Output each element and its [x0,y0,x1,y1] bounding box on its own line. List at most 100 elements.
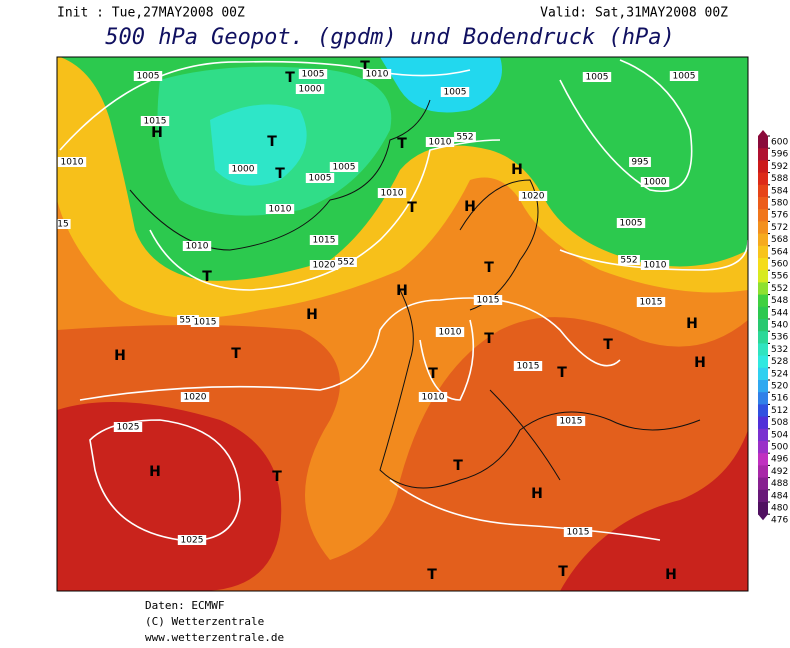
label-box [177,535,207,545]
legend-tick-label: 508 [771,418,788,428]
isobar-label: 1000 [644,178,667,188]
legend-swatch [758,465,768,479]
legend-tick-label: 564 [771,247,788,257]
pressure-center: T [484,331,494,347]
label-box [113,422,143,432]
isobar-label: 1010 [269,205,292,215]
legend-swatch [758,392,768,405]
warm-core [560,430,748,591]
legend-swatch [758,343,768,357]
legend-swatch [758,197,768,210]
legend-tick-label: 476 [771,516,788,526]
cold-core [380,57,502,113]
map: 1005 T T 1005 1010 1005 1005 1005 1000 1015 H T T 101… [57,57,748,591]
label-box [518,191,548,201]
isobar-label: 1005 [302,70,325,80]
label-box [616,218,646,228]
pressure-center: H [686,316,698,332]
legend-tick-label: 532 [771,345,788,355]
legend-swatch [758,233,768,247]
legend-arrow [758,130,768,136]
isobar-label: 1015 [560,417,583,427]
pressure-center: T [558,564,568,580]
isobar-label: 1010 [366,70,389,80]
label-box [640,260,670,270]
pressure-center: H [694,355,706,371]
isobar-label: 1015 [640,298,663,308]
legend-tick-label: 556 [771,272,788,282]
isobar-label: 1015 [144,117,167,127]
isobar-label: 1020 [184,393,207,403]
isobar-label: 1010 [422,393,445,403]
pressure-center: T [275,166,285,182]
source: Daten: ECMWF [145,599,224,612]
legend-tick-label: 480 [771,504,788,514]
label-box [418,392,448,402]
isobar-label: 552 [620,256,637,266]
label-box [636,297,666,307]
label-box [669,71,699,81]
legend-tick-label: 588 [771,174,788,184]
label-box [180,392,210,402]
label-box [182,241,212,251]
pressure-center: T [557,365,567,381]
label-box [57,157,87,167]
legend-tick-label: 568 [771,235,788,245]
label-box [265,204,295,214]
legend-tick-label: 580 [771,199,788,209]
copyright: (C) Wetterzentrale [145,615,264,628]
warm-core [57,402,282,591]
legend-swatch [758,245,768,259]
label-box [190,317,220,327]
pressure-center: T [272,469,282,485]
isobar-label: 1005 [586,73,609,83]
pressure-center: H [306,307,318,323]
isobar-label: 1020 [313,261,336,271]
legend-swatch [758,172,768,186]
legend-swatch [758,221,768,235]
legend-tick-label: 500 [771,443,788,453]
legend-arrow [758,514,768,521]
map-labels: 1005 T T 1005 1010 1005 1005 1005 1000 1015 H T T 101… [57,59,706,583]
legend-swatch [758,416,768,430]
legend-tick-label: 572 [771,223,788,233]
pressure-center: H [531,486,543,502]
legend-tick-label: 492 [771,467,788,477]
isobar-label: 1005 [333,163,356,173]
isobar-label: 1010 [439,328,462,338]
isobar-label: 1010 [644,261,667,271]
pressure-center: H [149,464,161,480]
isobar-label: 1005 [137,72,160,82]
label-box [440,87,470,97]
url: www.wetterzentrale.de [145,631,284,644]
pressure-center: H [464,199,476,215]
isobar-label: 551 [179,316,196,326]
legend-tick-label: 512 [771,406,788,416]
isobar-label: 1020 [522,192,545,202]
isobar-label: 1015 [567,528,590,538]
label-box [435,327,465,337]
legend-swatch [758,380,768,393]
isobar-label: 15 [57,220,68,230]
legend-swatch [758,489,768,503]
legend-tick-label: 600 [771,138,788,148]
legend-swatch [758,184,768,198]
isobar-label: 1000 [232,165,255,175]
label-box [309,235,339,245]
label-box [582,72,612,82]
legend-tick-label: 596 [771,150,788,160]
isobar-label: 1005 [673,72,696,82]
pressure-center: T [231,346,241,362]
label-box [425,137,455,147]
legend-tick-label: 520 [771,382,788,392]
label-box [329,162,359,172]
label-box [335,257,357,267]
isobar-label: 552 [337,258,354,268]
isobars [59,59,748,542]
legend-tick-label: 576 [771,211,788,221]
label-box [362,69,392,79]
legend-swatch [758,404,768,418]
label-box [556,416,586,426]
